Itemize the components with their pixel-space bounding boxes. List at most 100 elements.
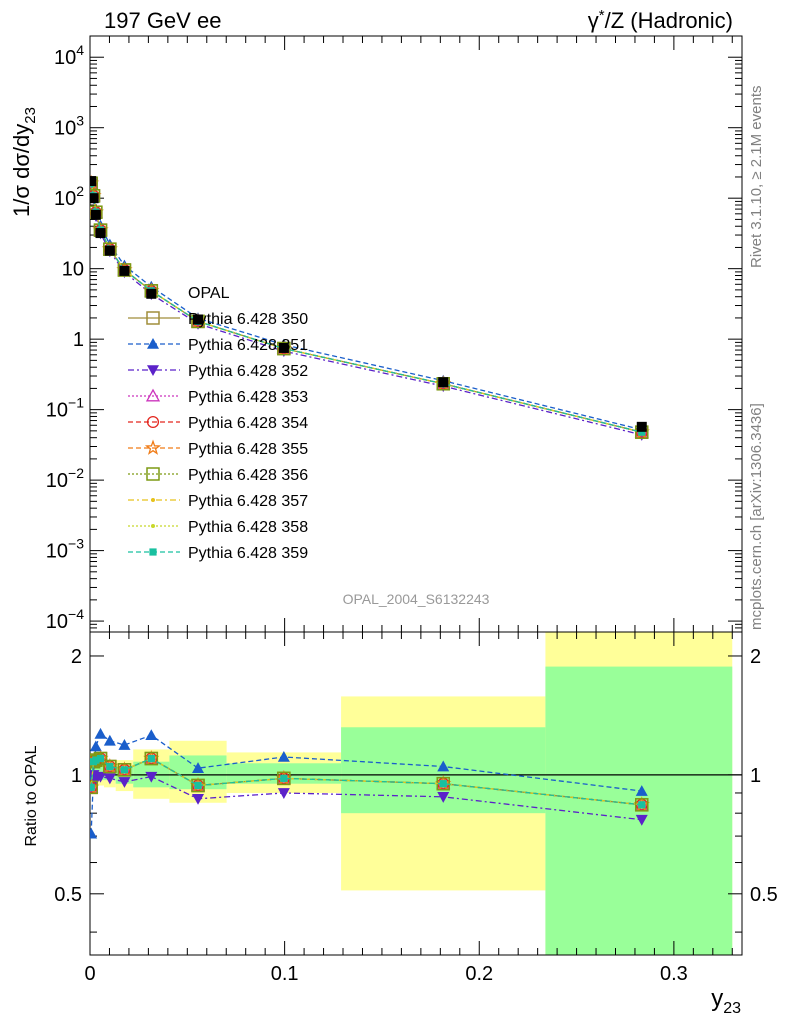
y-tick-label-ratio-right-2: 2 (750, 646, 761, 668)
ratio-series (90, 727, 650, 839)
ratio-point-1-8 (277, 750, 290, 762)
y-tick-label-main-7: 10−3 (46, 536, 84, 563)
ratio-point-9-8 (280, 774, 288, 782)
ratio-line-1 (90, 732, 642, 834)
main-line-9 (90, 183, 642, 433)
y-tick-label-main-0: 104 (54, 42, 84, 69)
legend-marker-4 (146, 415, 160, 429)
y-tick-label-ratio-left-2: 2 (71, 646, 82, 668)
ratio-point-9-7 (194, 781, 202, 790)
main-series-3 (90, 175, 649, 438)
x-axis-label-text: y (711, 985, 723, 1012)
y-tick-label-main-2: 102 (54, 183, 84, 210)
legend-label-5: Pythia 6.428 355 (188, 441, 308, 458)
legend-marker-9 (149, 548, 157, 556)
x-axis-label-sub: 23 (723, 1000, 741, 1017)
legend-marker-7 (151, 498, 155, 502)
ratio-point-6-6 (144, 751, 159, 766)
ratio-point-9-2 (92, 756, 100, 764)
y-tick-label-ratio-right-1: 1 (750, 765, 761, 787)
main-series-4 (90, 177, 648, 439)
legend-label-6: Pythia 6.428 356 (188, 467, 308, 484)
legend-marker-8 (151, 524, 155, 528)
data-point-1 (90, 193, 99, 204)
ratio-point-1-5 (118, 739, 131, 750)
ratio-point-1-4 (103, 734, 116, 746)
data-point-5 (119, 265, 130, 276)
ratio-point-2-5 (118, 777, 131, 788)
main-series-5 (90, 174, 650, 440)
ratio-bands (90, 632, 733, 955)
y-tick-label-main-6: 10−2 (46, 465, 84, 492)
header-right: γ*/Z (Hadronic) (588, 7, 733, 33)
x-axis-label: y23 (711, 985, 741, 1017)
y-tick-label-main-4: 1 (73, 329, 84, 351)
data-point-6 (146, 288, 157, 299)
ratio-point-9-10 (638, 801, 646, 809)
legend-marker-3 (145, 388, 161, 402)
main-point-9-10 (638, 428, 646, 436)
legend: OPAL Pythia 6.428 350 Pythia 6.428 351 Pyth… (128, 285, 308, 562)
data-point-2 (90, 209, 101, 220)
main-line-1 (90, 191, 642, 431)
header-right-sup: * (599, 7, 605, 24)
side-text-bottom: mcplots.cern.ch [arXiv:1306.3436] (748, 403, 765, 630)
ratio-point-1-10 (635, 785, 648, 796)
y-axis-label-main-text: 1/σ dσ/dy (9, 124, 34, 217)
x-tick-label-2: 0.2 (465, 963, 493, 985)
legend-label-0: Pythia 6.428 350 (188, 311, 308, 328)
ratio-point-1-7 (192, 762, 205, 773)
y-tick-label-main-1: 103 (54, 113, 84, 140)
ratio-point-9-3 (96, 754, 105, 763)
main-series-6 (90, 176, 649, 439)
ratio-panel: 0 0.1 0.2 0.3 0.5 0.5 1 1 2 2 (54, 36, 778, 985)
data-point-9 (438, 377, 449, 388)
y-tick-label-main-5: 10−1 (46, 395, 84, 422)
main-series (90, 174, 650, 441)
data-point-4 (104, 245, 115, 256)
y-tick-label-ratio-left-1: 1 (71, 765, 82, 787)
legend-label-9: Pythia 6.428 359 (188, 545, 308, 562)
x-tick-label-0: 0 (84, 963, 95, 985)
main-point-6-5 (117, 263, 132, 277)
legend-marker-0 (146, 311, 160, 325)
header-right-rest: /Z (Hadronic) (605, 8, 733, 33)
legend-label-3: Pythia 6.428 353 (188, 389, 308, 406)
legend-label-7: Pythia 6.428 357 (188, 493, 308, 510)
main-data (90, 176, 647, 432)
ratio-point-2-9 (437, 792, 450, 803)
data-point-7 (193, 314, 204, 325)
ratio-point-1-2 (90, 740, 102, 752)
ratio-point-2-4 (103, 773, 116, 785)
legend-marker-6 (146, 467, 160, 481)
main-line-2 (90, 183, 642, 436)
ratio-point-2-6 (145, 771, 158, 783)
main-series-2 (90, 178, 648, 441)
y-tick-label-main-3: 10 (62, 259, 84, 281)
ratio-point-2-10 (635, 814, 648, 826)
data-point-0 (90, 176, 97, 187)
ratio-series-9 (90, 754, 646, 809)
legend-marker-1 (147, 338, 159, 349)
ratio-point-1-6 (145, 729, 158, 741)
ratio-series-2 (90, 770, 648, 826)
main-series-9 (90, 179, 646, 436)
x-tick-label-1: 0.1 (271, 963, 299, 985)
data-point-8 (278, 342, 289, 353)
ratio-point-1-0 (90, 827, 98, 839)
y-tick-label-ratio-right-0: 0.5 (750, 884, 778, 906)
y-axis-label-main-sub: 23 (22, 107, 39, 124)
y-axis-label-main: 1/σ dσ/dy23 (9, 107, 39, 217)
ratio-point-6-4 (103, 759, 117, 774)
main-series-0 (90, 176, 649, 439)
ratio-point-1-3 (94, 727, 107, 739)
analysis-id: OPAL_2004_S6132243 (343, 591, 490, 607)
legend-label-1: Pythia 6.428 351 (188, 337, 308, 354)
main-frame (89, 35, 743, 633)
legend-marker-2 (147, 365, 159, 376)
ratio-point-2-3 (94, 771, 107, 783)
x-tick-label-3: 0.3 (660, 963, 688, 985)
